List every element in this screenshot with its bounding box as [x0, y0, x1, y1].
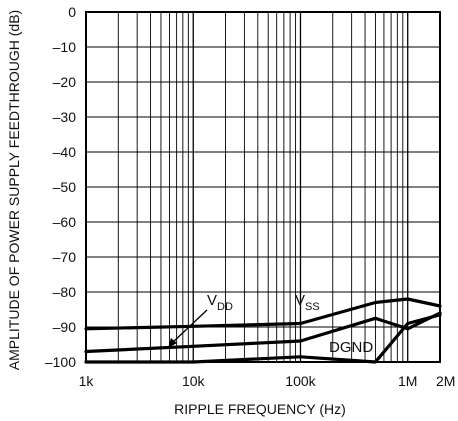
grid-lines	[86, 12, 440, 362]
x-axis-label: RIPPLE FREQUENCY (Hz)	[174, 401, 346, 417]
y-tick-label: –40	[53, 144, 77, 160]
series-lines	[84, 297, 442, 364]
y-tick-label: –20	[53, 74, 77, 90]
y-tick-label: –80	[53, 284, 77, 300]
vdd-leader-line	[171, 309, 208, 344]
svg-text:VSS: VSS	[295, 292, 320, 313]
y-tick-label: –90	[53, 319, 77, 335]
x-tick-label: 1k	[79, 373, 95, 389]
vdd-curve	[84, 311, 442, 354]
y-tick-labels: 0 –10 –20 –30 –40 –50 –60 –70 –80 –90 –100	[45, 4, 76, 370]
vdd-annotation: VDD	[168, 292, 233, 348]
y-tick-label: –100	[45, 354, 76, 370]
y-tick-label: 0	[68, 4, 76, 20]
x-tick-label: 10k	[182, 373, 206, 389]
vss-curve	[84, 297, 442, 331]
x-tick-label: 2M	[436, 373, 455, 389]
vss-label-main: V	[295, 292, 305, 309]
vss-annotation: VSS	[295, 292, 320, 313]
svg-text:VDD: VDD	[207, 292, 233, 313]
vdd-label-sub: DD	[217, 301, 233, 313]
dgnd-annotation: DGND	[329, 339, 373, 356]
y-tick-label: –50	[53, 179, 77, 195]
plot-frame	[85, 11, 441, 363]
y-tick-label: –70	[53, 249, 77, 265]
vdd-leader-arrowhead	[168, 338, 177, 348]
x-tick-label: 1M	[398, 373, 417, 389]
y-tick-label: –10	[53, 39, 77, 55]
x-tick-label: 100k	[285, 373, 316, 389]
vdd-label-main: V	[207, 292, 217, 309]
vss-label-sub: SS	[305, 301, 320, 313]
dgnd-label: DGND	[329, 339, 373, 356]
x-tick-labels: 1k 10k 100k 1M 2M	[79, 373, 456, 389]
y-axis-label: AMPLITUDE OF POWER SUPPLY FEEDTHROUGH (d…	[6, 10, 22, 370]
y-tick-label: –60	[53, 214, 77, 230]
y-tick-label: –30	[53, 109, 77, 125]
